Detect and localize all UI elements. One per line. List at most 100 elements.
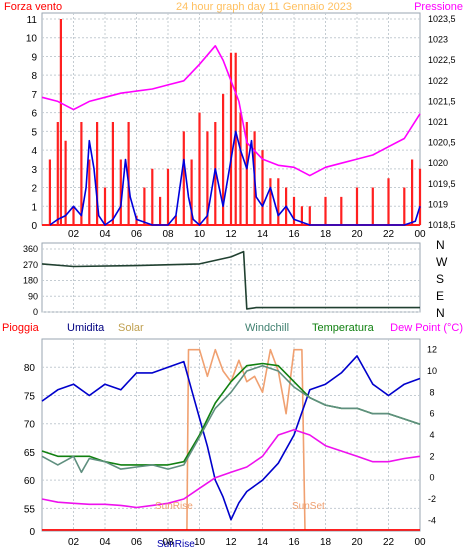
p3-x-tick-18: 18 bbox=[320, 537, 332, 548]
p1-x-tick-10: 10 bbox=[194, 229, 206, 240]
humidity-tick-65: 65 bbox=[24, 448, 36, 459]
dewpoint-tick-12: 12 bbox=[427, 345, 437, 355]
p3-x-tick-16: 16 bbox=[288, 537, 300, 548]
wind-direction-plot-area bbox=[41, 242, 421, 313]
pressure-tick-1021-5: 1021,5 bbox=[428, 96, 456, 106]
direction-tick-270: 270 bbox=[23, 260, 38, 270]
p1-x-tick-08: 08 bbox=[162, 229, 174, 240]
p3-x-tick-06: 06 bbox=[131, 537, 143, 548]
humidity-tick-75: 75 bbox=[24, 391, 36, 402]
pressure-tick-1018-5: 1018,5 bbox=[428, 220, 456, 230]
p1-x-tick-20: 20 bbox=[351, 229, 363, 240]
pressure-tick-1023-5: 1023,5 bbox=[428, 14, 456, 24]
p3-x-tick-10: 10 bbox=[194, 537, 206, 548]
p1-x-tick-00: 00 bbox=[414, 229, 426, 240]
p3-x-tick-00: 00 bbox=[414, 537, 426, 548]
wind-pressure-ticks: 012345678910111018,510191019,510201020,5… bbox=[26, 14, 456, 240]
wind-force-tick-2: 2 bbox=[31, 184, 37, 195]
p1-x-tick-02: 02 bbox=[68, 229, 80, 240]
wind-direction-grid bbox=[42, 243, 420, 313]
sunrise-axis-label: SunRise bbox=[157, 539, 195, 550]
sunset-label: SunSet bbox=[292, 501, 325, 512]
wind-force-tick-1: 1 bbox=[31, 202, 37, 213]
compass-tick-0-n: N bbox=[436, 238, 445, 252]
compass-tick-2-s: S bbox=[436, 272, 444, 286]
wind-direction-lines bbox=[41, 250, 420, 310]
chart-title: 24 hour graph day 11 Gennaio 2023 bbox=[176, 1, 352, 13]
wind-force-tick-9: 9 bbox=[31, 52, 37, 63]
dewpoint-tick-2: -2 bbox=[428, 494, 436, 504]
legend-umidita: Umidita bbox=[67, 322, 105, 334]
pressure-tick-1022-5: 1022,5 bbox=[428, 55, 456, 65]
dewpoint-tick-10: 10 bbox=[427, 366, 437, 376]
p1-x-tick-18: 18 bbox=[320, 229, 332, 240]
dewpoint-tick-0: 0 bbox=[429, 473, 434, 483]
pressure-tick-1020: 1020 bbox=[428, 158, 448, 168]
pressure-axis-label: Pressione bbox=[414, 1, 463, 13]
sunrise-label: SunRise bbox=[155, 501, 193, 512]
wind-force-tick-7: 7 bbox=[31, 90, 37, 101]
series-dew-point-c bbox=[41, 428, 421, 509]
series-windchill bbox=[41, 364, 421, 474]
legend-dew-point: Dew Point (°C) bbox=[390, 322, 463, 334]
dewpoint-tick-4: -4 bbox=[428, 515, 436, 525]
dewpoint-tick-8: 8 bbox=[429, 387, 434, 397]
dewpoint-tick-6: 6 bbox=[429, 409, 434, 419]
p3-x-tick-04: 04 bbox=[99, 537, 111, 548]
p1-x-tick-04: 04 bbox=[99, 229, 111, 240]
series-forza-vento bbox=[48, 19, 422, 225]
p3-x-tick-20: 20 bbox=[351, 537, 363, 548]
humidity-tick-0: 0 bbox=[29, 527, 35, 538]
wind-pressure-lines bbox=[41, 19, 422, 226]
series-vento-medio bbox=[49, 130, 421, 226]
pressure-tick-1019-5: 1019,5 bbox=[428, 179, 456, 189]
direction-tick-180: 180 bbox=[23, 276, 38, 286]
p1-x-tick-06: 06 bbox=[131, 229, 143, 240]
humidity-tick-80: 80 bbox=[24, 363, 36, 374]
wind-force-tick-10: 10 bbox=[26, 34, 38, 45]
p3-x-tick-12: 12 bbox=[225, 537, 237, 548]
legend-pioggia: Pioggia bbox=[2, 322, 40, 334]
pressure-tick-1023: 1023 bbox=[428, 35, 448, 45]
p1-x-tick-16: 16 bbox=[288, 229, 300, 240]
humidity-tick-60: 60 bbox=[24, 476, 36, 487]
p3-x-tick-22: 22 bbox=[383, 537, 395, 548]
direction-tick-90: 90 bbox=[28, 291, 38, 301]
series-solar bbox=[186, 348, 306, 532]
wind-force-tick-11: 11 bbox=[27, 15, 38, 26]
temperature-humidity-lines bbox=[41, 348, 421, 532]
p1-x-tick-12: 12 bbox=[225, 229, 237, 240]
p1-x-tick-22: 22 bbox=[383, 229, 395, 240]
pressure-tick-1022: 1022 bbox=[428, 76, 448, 86]
legend-solar: Solar bbox=[118, 322, 144, 334]
compass-tick-3-e: E bbox=[436, 289, 444, 303]
humidity-tick-70: 70 bbox=[24, 420, 36, 431]
p1-x-tick-14: 14 bbox=[257, 229, 269, 240]
p3-x-tick-14: 14 bbox=[257, 537, 269, 548]
wind-force-axis-label: Forza vento bbox=[4, 1, 62, 13]
legend-windchill: Windchill bbox=[245, 322, 289, 334]
pressure-tick-1019: 1019 bbox=[428, 199, 448, 209]
humidity-tick-55: 55 bbox=[24, 504, 36, 515]
p3-x-tick-08: 08 bbox=[162, 537, 174, 548]
wind-force-tick-3: 3 bbox=[31, 165, 37, 176]
series-pressione bbox=[41, 45, 421, 177]
legend-temperatura: Temperatura bbox=[312, 322, 375, 334]
direction-tick-360: 360 bbox=[23, 244, 38, 254]
compass-tick-4-n: N bbox=[436, 306, 445, 320]
compass-tick-1-w: W bbox=[436, 255, 448, 269]
direction-tick-0: 0 bbox=[33, 307, 38, 317]
series-umidita bbox=[41, 355, 421, 521]
p3-x-tick-02: 02 bbox=[68, 537, 80, 548]
pressure-tick-1020-5: 1020,5 bbox=[428, 138, 456, 148]
wind-force-tick-4: 4 bbox=[31, 146, 37, 157]
series-direzione-vento bbox=[41, 250, 420, 310]
dewpoint-tick-4: 4 bbox=[429, 430, 434, 440]
wind-force-tick-8: 8 bbox=[31, 71, 37, 82]
dewpoint-tick-2: 2 bbox=[429, 451, 434, 461]
wind-force-tick-0: 0 bbox=[31, 221, 37, 232]
